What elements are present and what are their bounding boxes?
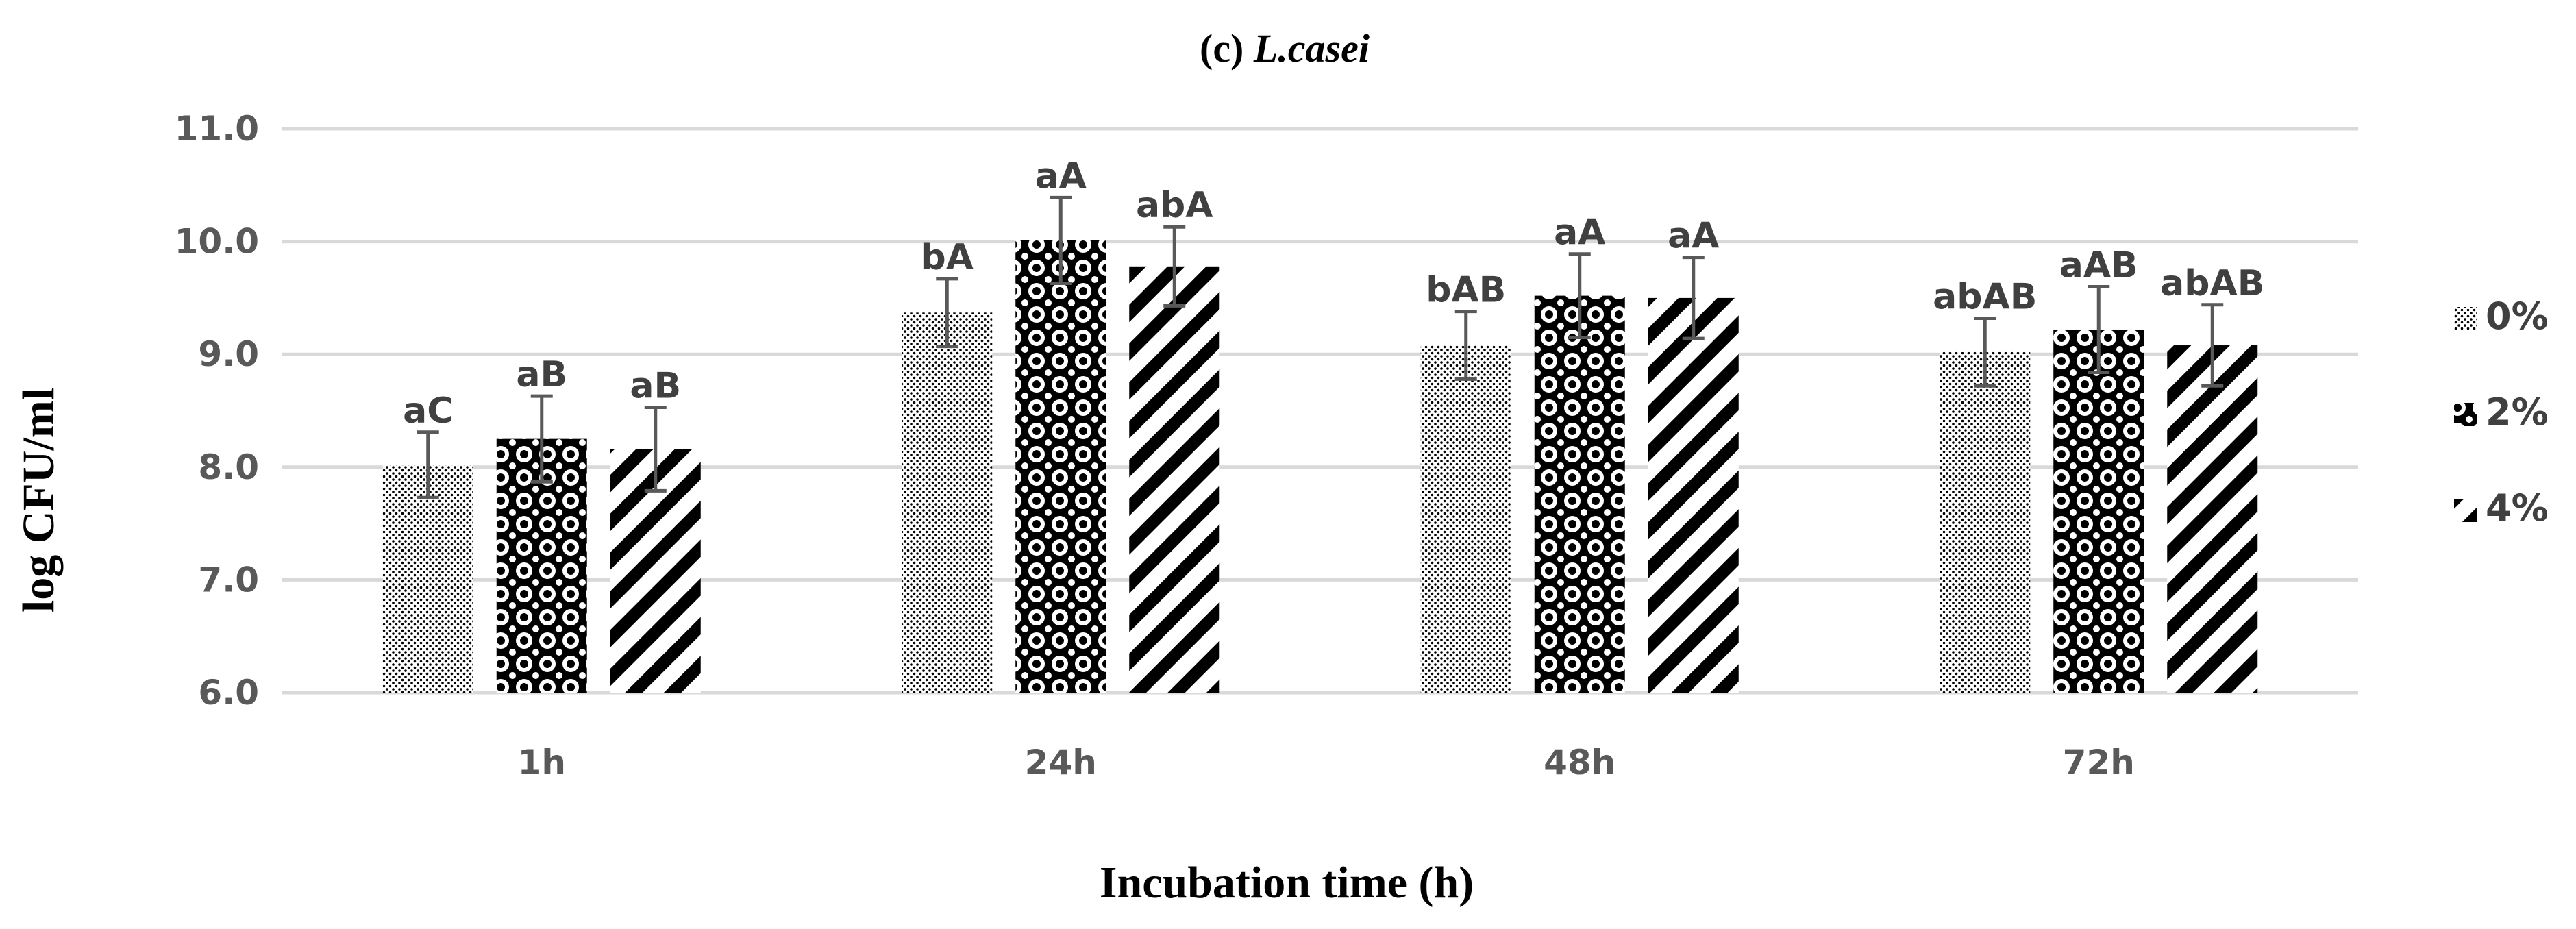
x-tick-label: 72h bbox=[2063, 743, 2135, 782]
bar-label: abA bbox=[1136, 185, 1213, 226]
legend-label: 0% bbox=[2486, 295, 2549, 338]
legend-label: 4% bbox=[2486, 486, 2549, 530]
y-tick-label: 10.0 bbox=[175, 222, 259, 262]
bar bbox=[902, 312, 993, 693]
bar-label: bAB bbox=[1426, 270, 1506, 311]
error-bars bbox=[417, 195, 2224, 499]
bar-label: aB bbox=[516, 354, 567, 395]
legend-swatch bbox=[2454, 307, 2477, 330]
x-tick-label: 1h bbox=[518, 743, 566, 782]
bar-labels: aC aB aB bA aA abA bAB aA aA abAB aAB abAB bbox=[403, 156, 2264, 431]
bar-label: aAB bbox=[2059, 245, 2138, 286]
bar-label: abAB bbox=[2160, 263, 2264, 304]
bar bbox=[1420, 345, 1511, 693]
y-axis-title: log CFU/ml bbox=[14, 388, 64, 612]
bar-label: aA bbox=[1035, 156, 1087, 197]
bar bbox=[1015, 240, 1106, 693]
bar-label: bA bbox=[921, 237, 974, 278]
bar-label: abAB bbox=[1933, 277, 2037, 318]
x-axis-title: Incubation time (h) bbox=[1100, 858, 1474, 908]
bar bbox=[2167, 345, 2258, 693]
bar bbox=[2053, 329, 2144, 693]
bar bbox=[1648, 297, 1739, 693]
legend: 0% 2% 4% bbox=[2454, 295, 2549, 530]
bar bbox=[1940, 351, 2031, 693]
x-tick-label: 48h bbox=[1544, 743, 1615, 782]
x-tick-label: 24h bbox=[1025, 743, 1097, 782]
legend-swatch bbox=[2454, 499, 2477, 522]
bar-label: aB bbox=[630, 366, 681, 407]
y-tick-label: 7.0 bbox=[198, 560, 259, 599]
chart-title: (c) L.casei bbox=[1200, 26, 1370, 71]
legend-label: 2% bbox=[2486, 391, 2549, 434]
legend-swatch bbox=[2454, 403, 2477, 426]
bar-label: aC bbox=[403, 391, 453, 432]
x-axis-ticks: 1h 24h 48h 72h bbox=[518, 743, 2135, 782]
bar bbox=[382, 464, 473, 693]
bar bbox=[1129, 266, 1220, 693]
y-axis-ticks: 6.0 7.0 8.0 9.0 10.0 11.0 bbox=[175, 109, 259, 713]
y-tick-label: 8.0 bbox=[198, 447, 259, 487]
y-tick-label: 11.0 bbox=[175, 109, 259, 149]
bar bbox=[1534, 295, 1625, 693]
bar-label: aA bbox=[1668, 216, 1719, 257]
y-tick-label: 6.0 bbox=[198, 673, 259, 713]
gridlines bbox=[282, 127, 2358, 695]
y-tick-label: 9.0 bbox=[198, 334, 259, 374]
bars bbox=[382, 240, 2258, 693]
bar-label: aA bbox=[1554, 212, 1605, 253]
